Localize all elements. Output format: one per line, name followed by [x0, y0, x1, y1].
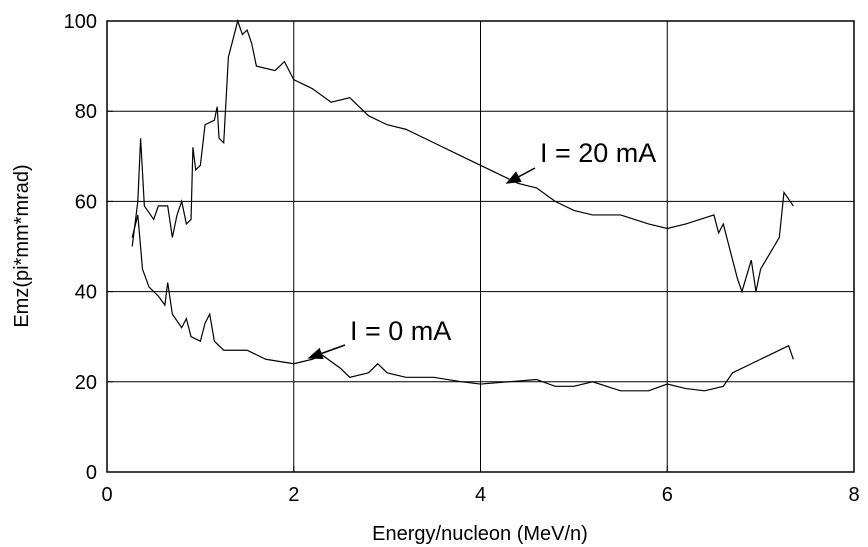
y-tick-label: 80: [75, 101, 97, 123]
x-tick-label: 4: [475, 484, 486, 506]
annotation: I = 20 mA: [540, 138, 656, 168]
y-tick-label: 20: [75, 372, 97, 394]
y-tick-label: 100: [64, 11, 97, 33]
y-axis-label: Emz(pi*mm*mrad): [11, 164, 33, 327]
annotation-arrow: [505, 167, 536, 184]
series-line: [131, 18, 794, 294]
annotation-arrow: [307, 344, 346, 360]
x-tick-label: 6: [662, 484, 673, 506]
series-line: [131, 214, 794, 392]
x-tick-label: 8: [848, 484, 859, 506]
y-tick-label: 60: [75, 191, 97, 213]
x-tick-label: 0: [101, 484, 112, 506]
annotation: I = 0 mA: [350, 316, 451, 346]
x-tick-label: 2: [288, 484, 299, 506]
y-tick-label: 40: [75, 282, 97, 304]
y-tick-label: 0: [86, 462, 97, 484]
plot-frame: [106, 20, 855, 473]
x-axis-label: Energy/nucleon (MeV/n): [372, 523, 588, 545]
